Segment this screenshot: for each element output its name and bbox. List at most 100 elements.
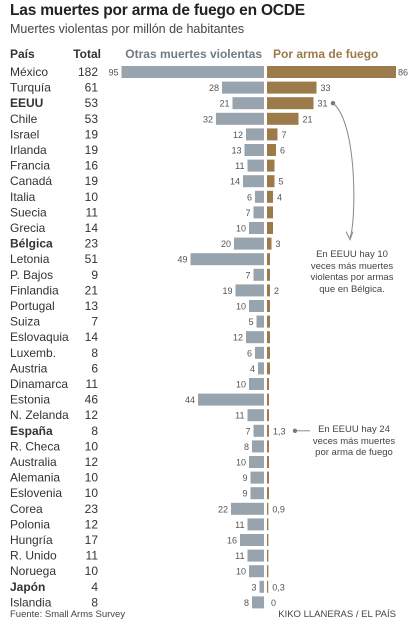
country-label: Suiza <box>10 315 40 329</box>
country-label: Portugal <box>10 299 55 313</box>
total-label: 182 <box>78 65 98 79</box>
bar-other-deaths <box>246 331 264 344</box>
bar-other-deaths <box>222 81 264 94</box>
value-label-other: 19 <box>222 286 232 296</box>
bar-firearm-deaths <box>267 97 314 110</box>
bar-firearm-deaths <box>267 471 269 484</box>
bar-other-deaths <box>244 144 264 156</box>
total-label: 51 <box>85 252 99 266</box>
bar-firearm-deaths <box>267 81 317 94</box>
value-label-firearm: 3 <box>276 239 281 249</box>
bar-firearm-deaths <box>267 159 275 172</box>
value-label-other: 10 <box>236 567 246 577</box>
bar-firearm-deaths <box>267 393 269 406</box>
bar-other-deaths <box>256 315 264 328</box>
bar-other-deaths <box>121 66 264 78</box>
country-label: Austria <box>10 361 48 375</box>
bar-firearm-deaths <box>267 175 275 188</box>
bar-other-deaths <box>234 237 264 250</box>
bar-other-deaths <box>232 97 264 110</box>
value-label-other: 4 <box>250 364 255 374</box>
country-label: Canadá <box>10 174 52 188</box>
value-label-other: 14 <box>230 177 240 187</box>
value-label-other: 21 <box>219 99 229 109</box>
country-label: Irlanda <box>10 143 47 157</box>
value-label-other: 11 <box>235 551 244 561</box>
country-label: Letonia <box>10 252 50 266</box>
bar-firearm-deaths <box>267 128 278 141</box>
annotation-curve <box>332 102 355 238</box>
value-label-other: 95 <box>108 68 118 78</box>
total-label: 23 <box>85 502 99 516</box>
total-label: 14 <box>85 221 99 235</box>
total-label: 10 <box>85 564 99 578</box>
country-label: Bélgica <box>10 237 53 251</box>
country-label: Noruega <box>10 564 56 578</box>
value-label-other: 6 <box>247 192 252 202</box>
bar-firearm-deaths <box>267 518 269 531</box>
total-label: 53 <box>85 96 99 110</box>
value-label-firearm: 2 <box>274 286 279 296</box>
total-label: 10 <box>85 471 99 485</box>
total-label: 11 <box>86 377 99 391</box>
bar-firearm-deaths <box>267 502 269 515</box>
bar-other-deaths <box>249 300 264 312</box>
bar-other-deaths <box>255 190 264 203</box>
bar-other-deaths <box>216 112 264 125</box>
total-label: 14 <box>85 330 99 344</box>
bar-other-deaths <box>253 206 264 219</box>
bar-firearm-deaths <box>267 424 269 437</box>
country-label: Finlandia <box>10 283 59 297</box>
value-label-other: 32 <box>203 114 213 124</box>
bar-other-deaths <box>247 549 264 562</box>
total-label: 4 <box>91 580 98 594</box>
total-label: 12 <box>85 455 99 469</box>
value-label-other: 7 <box>245 208 250 218</box>
header-country: País <box>10 47 35 61</box>
bar-firearm-deaths <box>267 144 276 156</box>
bar-other-deaths <box>247 159 264 172</box>
bar-other-deaths <box>259 580 264 593</box>
country-label: Eslovaquia <box>10 330 69 344</box>
value-label-other: 7 <box>245 270 250 280</box>
bar-firearm-deaths <box>267 440 269 453</box>
value-label-other: 7 <box>245 426 250 436</box>
header-total: Total <box>73 47 101 61</box>
total-label: 8 <box>91 595 98 609</box>
value-label-other: 44 <box>185 395 195 405</box>
bar-other-deaths <box>250 471 264 484</box>
total-label: 10 <box>85 190 99 204</box>
bar-other-deaths <box>243 175 264 188</box>
country-label: Polonia <box>10 517 50 531</box>
total-label: 8 <box>91 424 98 438</box>
bar-firearm-deaths <box>267 362 270 375</box>
country-label: Australia <box>10 455 57 469</box>
value-label-other: 10 <box>236 380 246 390</box>
country-label: España <box>10 424 53 438</box>
value-label-other: 11 <box>235 411 244 421</box>
annotation-arrowhead <box>345 231 354 241</box>
bar-other-deaths <box>247 518 264 531</box>
source-note: Fuente: Small Arms Survey <box>10 609 126 620</box>
country-label: Francia <box>10 159 50 173</box>
value-label-other: 22 <box>218 504 228 514</box>
bar-other-deaths <box>253 268 264 281</box>
value-label-firearm: 6 <box>280 146 285 156</box>
value-label-other: 10 <box>236 302 246 312</box>
bar-firearm-deaths <box>267 284 270 297</box>
bar-other-deaths <box>253 424 264 437</box>
value-label-firearm: 33 <box>321 83 331 93</box>
bar-firearm-deaths <box>267 253 270 266</box>
bar-firearm-deaths <box>267 346 270 359</box>
header-other-deaths: Otras muertes violentas <box>125 47 262 61</box>
bar-firearm-deaths <box>267 222 273 234</box>
value-label-other: 20 <box>221 239 231 249</box>
total-label: 53 <box>85 112 99 126</box>
country-label: Luxemb. <box>10 346 56 360</box>
value-label-firearm: 31 <box>318 99 328 109</box>
total-label: 23 <box>85 237 99 251</box>
credit-note: KIKO LLANERAS / EL PAÍS <box>278 609 396 620</box>
annotation-eeuu-belgica: En EEUU hay 10 veces más muertes violent… <box>310 249 394 295</box>
total-label: 9 <box>91 268 98 282</box>
